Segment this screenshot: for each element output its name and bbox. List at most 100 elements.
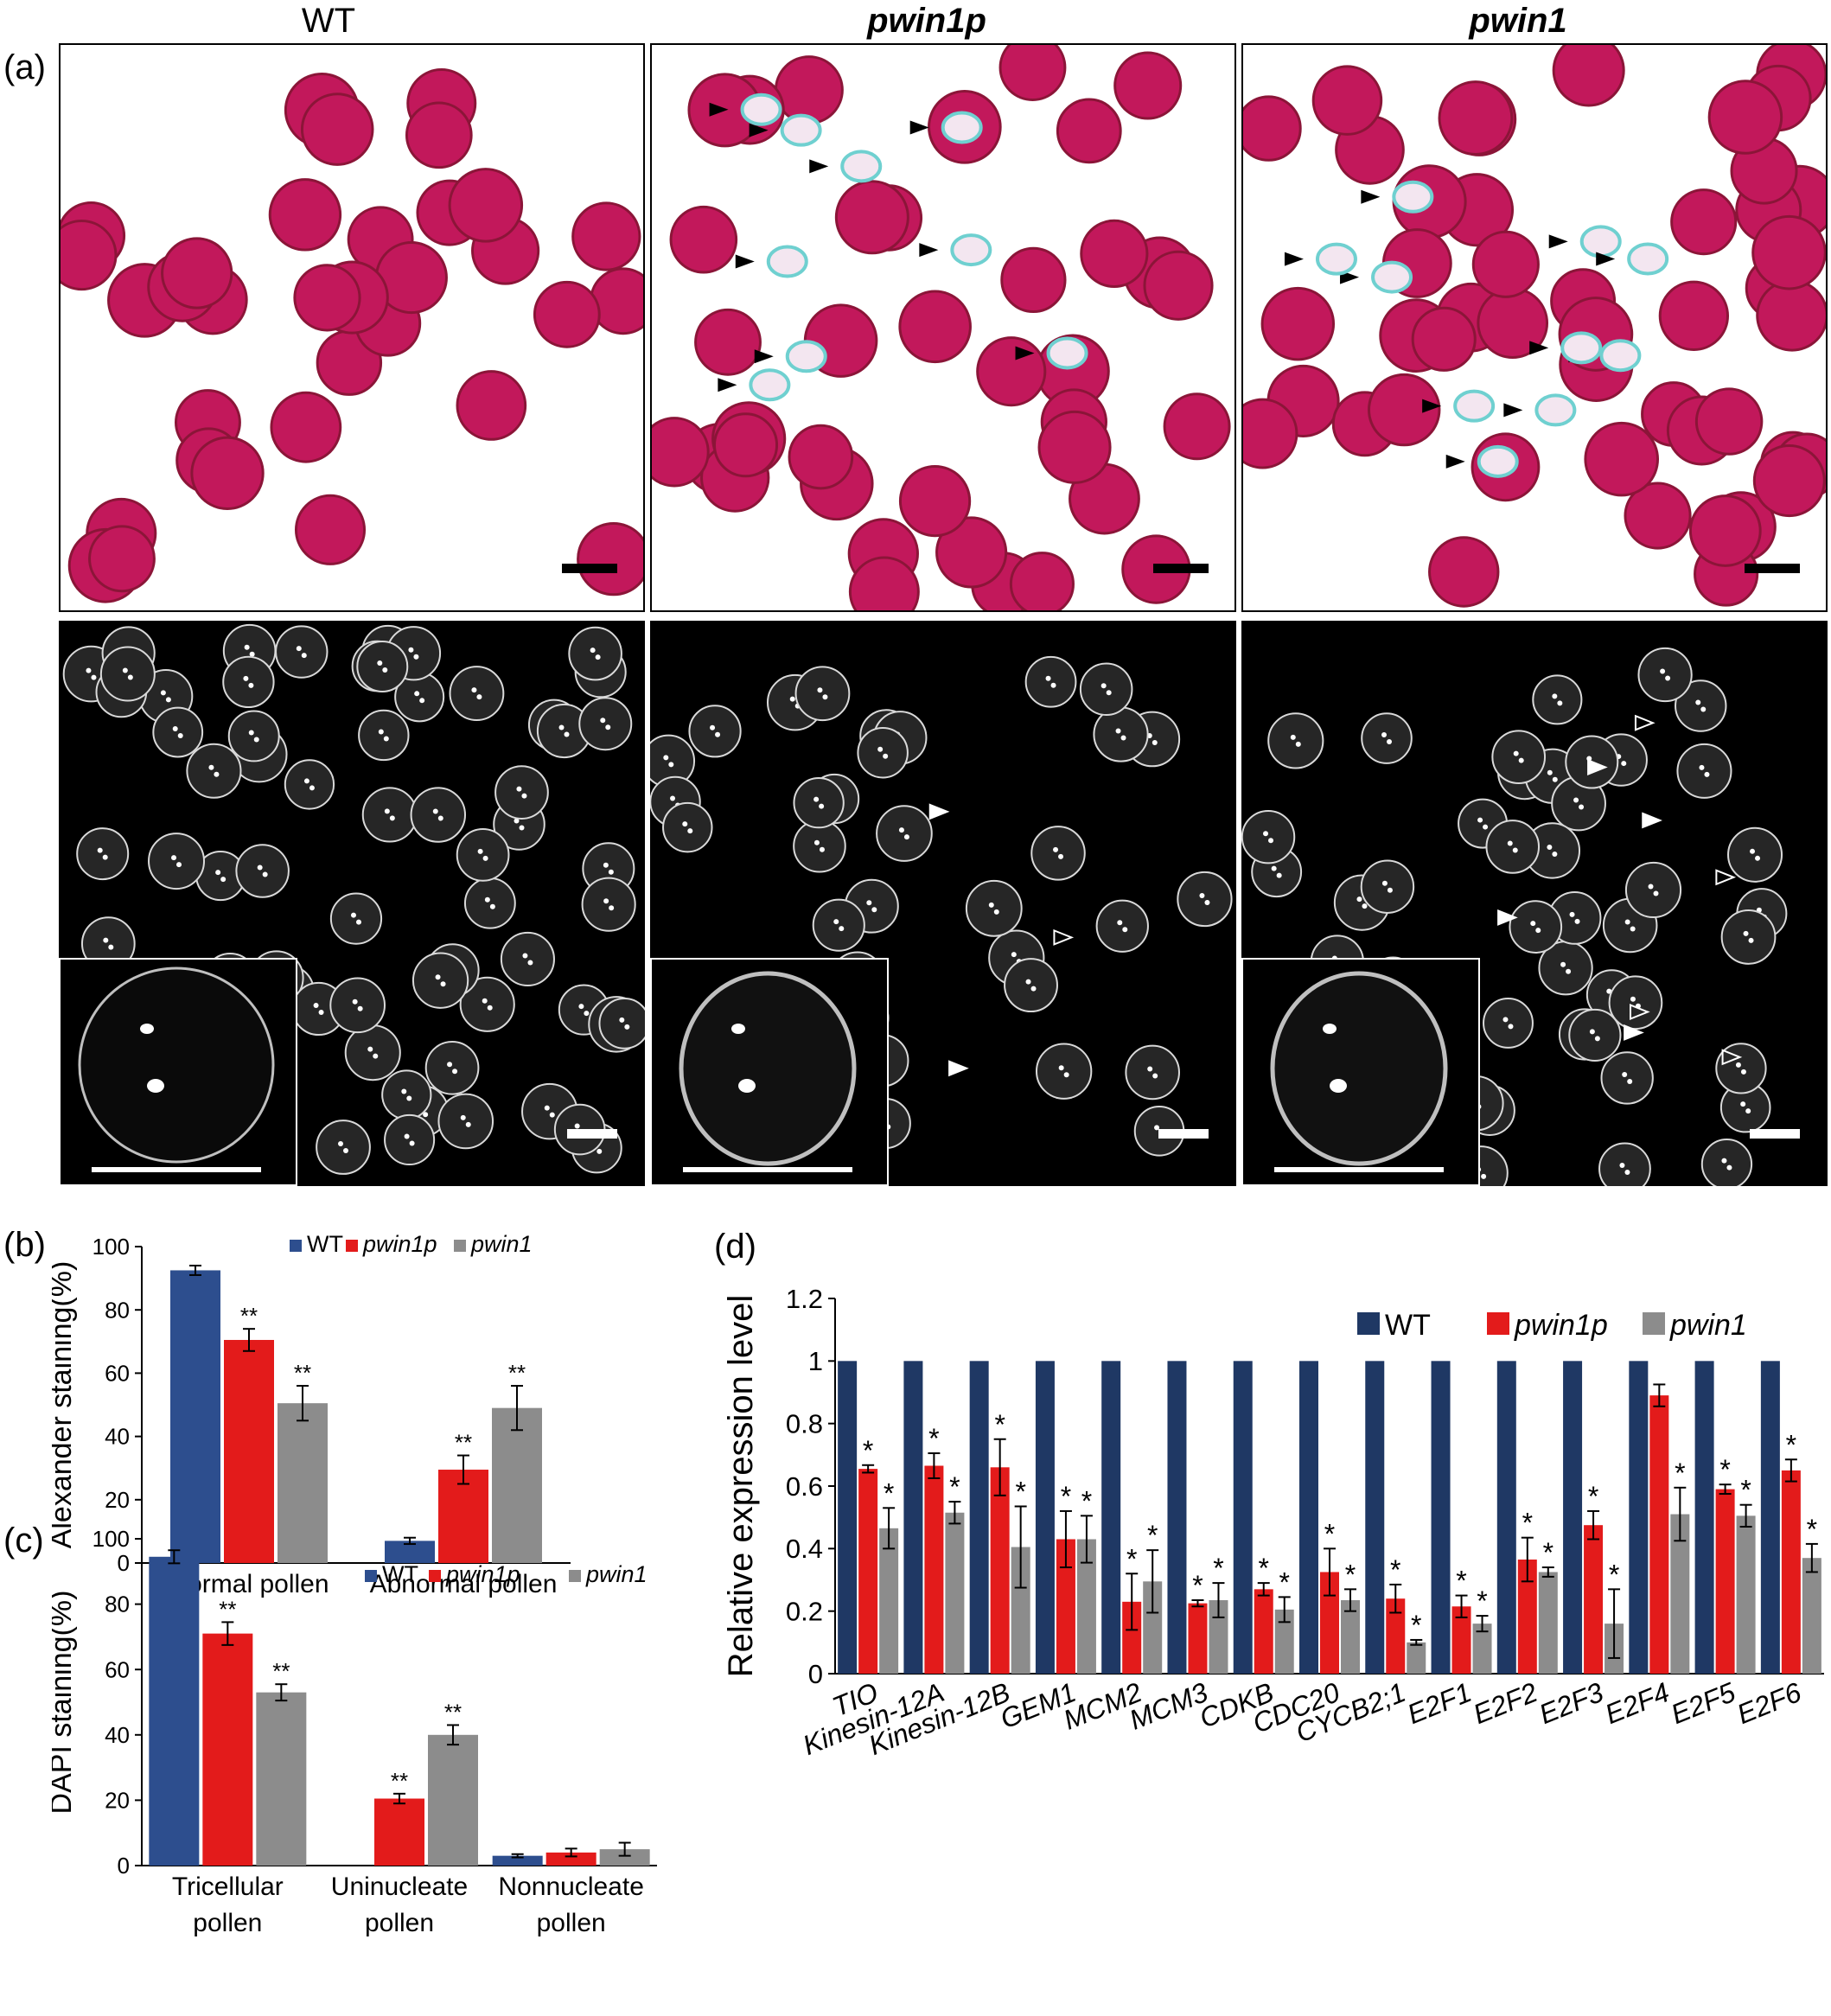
bar [492,1407,542,1563]
aborted-pollen-grain [1046,336,1088,370]
sperm-nucleus [423,1112,429,1118]
legend-label: pwin1 [1669,1309,1747,1342]
column-title-pwin1p: pwin1p [867,2,986,40]
sperm-nucleus [819,803,825,809]
significance-mark: * [1147,1520,1158,1551]
significance-mark: * [1061,1481,1071,1512]
x-tick-label: Nonnucleate [498,1872,643,1901]
sperm-nucleus [1648,884,1654,890]
sperm-nucleus [220,877,226,883]
sperm-nucleus [1115,728,1121,734]
bar [1011,1547,1030,1674]
pollen-grain [788,424,854,490]
sperm-nucleus [903,834,909,840]
bar [1431,1361,1451,1674]
sperm-nucleus [1152,1073,1158,1079]
y-tick-label: 20 [105,1788,130,1814]
dapi-pollen-grain [1675,679,1727,732]
scale-bar-icon [562,564,617,573]
filled-arrowhead-icon [1596,252,1616,266]
legend-swatch [365,1570,377,1582]
sperm-nucleus [1552,693,1558,699]
bar [149,1556,200,1866]
sperm-nucleus [877,746,884,752]
sperm-nucleus [1512,847,1518,853]
dapi-pollen-grain [965,879,1023,937]
sperm-nucleus [409,1140,415,1146]
sperm-nucleus [1058,853,1064,859]
pollen-grain [976,336,1047,407]
legend-swatch [1643,1312,1665,1335]
sperm-nucleus [687,828,693,834]
pollen-grain [1658,280,1730,351]
pollen-grain [1688,494,1762,567]
sperm-nucleus [619,1017,625,1023]
pollen-grain [998,45,1067,101]
significance-mark: * [1411,1610,1421,1641]
sperm-nucleus [1579,804,1585,810]
sperm-nucleus [600,718,606,724]
sperm-nucleus [1025,979,1031,985]
sperm-nucleus [1381,880,1388,886]
y-tick-label: 1 [808,1346,823,1376]
sperm-nucleus [1513,750,1519,756]
bar [1233,1361,1253,1674]
pollen-grain [669,205,738,274]
bar [879,1528,899,1674]
sperm-nucleus [404,1133,410,1139]
pollen-grain [1471,230,1540,298]
pollen-grain [294,494,367,565]
dapi-pollen-grain [1360,859,1415,914]
bar [1101,1361,1121,1674]
aborted-pollen-grain [941,111,983,144]
dapi-pollen-grain [794,666,851,722]
dapi-pollen-grain [1079,662,1133,717]
filled-arrowhead-icon [735,254,755,269]
dapi-pollen-grain [227,710,280,762]
sperm-nucleus [1050,682,1056,688]
significance-mark: * [1740,1475,1751,1506]
sperm-nucleus [338,1141,344,1147]
significance-mark: ** [219,1596,236,1622]
sperm-nucleus [1147,1066,1153,1072]
significance-mark: * [1675,1458,1685,1489]
scale-bar-icon [1274,1167,1444,1172]
pollen-grain [774,55,844,125]
sperm-nucleus [1624,1169,1630,1175]
pollen-grain [190,436,265,510]
sperm-nucleus [1627,1078,1633,1084]
filled-arrowhead-icon [948,1060,969,1077]
sperm-nucleus [1653,890,1659,896]
aborted-pollen-grain [1627,242,1669,276]
sperm-nucleus [1508,1024,1514,1030]
sperm-nucleus [1263,831,1269,837]
aborted-pollen-grain [1477,444,1519,478]
pollen-grain [935,516,1008,589]
sperm-nucleus [343,1148,349,1154]
sperm-nucleus [1569,911,1575,917]
significance-mark: * [1279,1566,1290,1598]
bar [374,1798,424,1866]
sperm-nucleus [460,1114,466,1120]
dapi-pollen-grain [1491,730,1547,785]
x-tick-label: E2F1 [1403,1676,1476,1730]
sperm-nucleus [1518,757,1524,763]
sperm-nucleus [670,795,676,801]
sperm-nucleus [1726,1164,1732,1171]
bar [1299,1361,1318,1674]
bar [202,1633,253,1866]
sperm-nucleus [1053,846,1059,852]
sperm-nucleus [378,729,384,735]
dapi-pollen-grain [358,709,410,762]
y-tick-label: 20 [105,1487,130,1513]
significance-mark: * [1345,1559,1356,1590]
sperm-nucleus [521,793,527,799]
bar [1056,1539,1075,1674]
dapi-pollen-grain [568,626,622,681]
filled-arrowhead-icon [1445,454,1465,469]
filled-arrowhead-icon [1548,234,1568,249]
dapi-inset-wt-image [78,967,275,1172]
bar [1122,1601,1142,1674]
sperm-nucleus [871,907,877,913]
dapi-pollen-grain [1700,1139,1753,1186]
